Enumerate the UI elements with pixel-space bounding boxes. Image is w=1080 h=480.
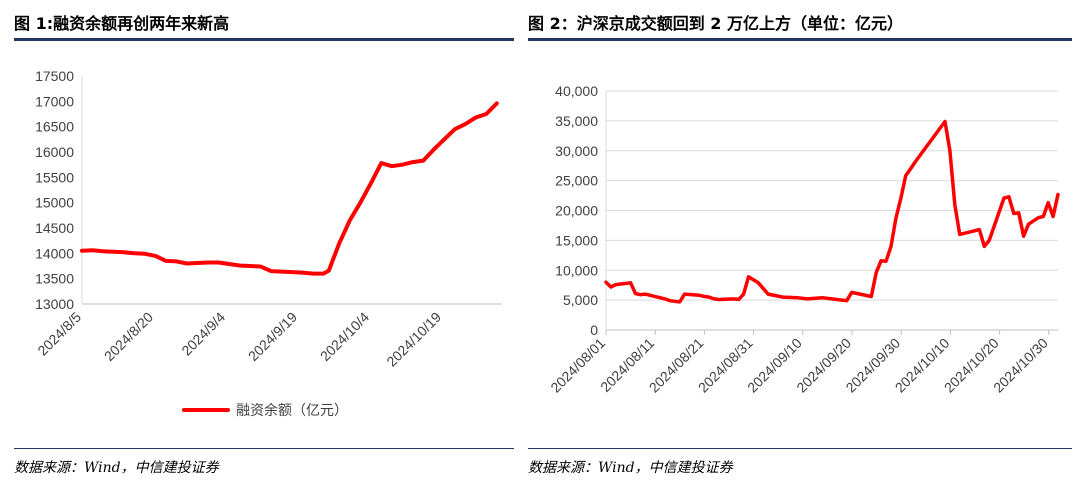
right-panel: 图 2：沪深京成交额回到 2 万亿上方（单位：亿元） 0 5,000 10,000 1…: [528, 0, 1080, 480]
right-chart-y-tick-label: 0: [590, 322, 598, 338]
right-chart: 0 5,000 10,000 15,000 20,000 25,000 30,000 35,0…: [547, 83, 1060, 396]
left-chart-y-tick-label: 13000: [35, 296, 74, 312]
left-chart-y-tick-label: 17000: [35, 93, 74, 109]
left-chart-legend-label: 融资余额（亿元）: [236, 402, 348, 418]
right-title-rule: [528, 38, 1072, 41]
right-source-note: 数据来源：Wind，中信建投证券: [528, 460, 733, 476]
right-chart-y-tick-label: 15,000: [555, 232, 598, 248]
left-chart-x-tick-label: 2024/10/4: [317, 309, 373, 365]
right-chart-y-tick-label: 40,000: [555, 83, 598, 99]
right-chart-y-tick-label: 30,000: [555, 143, 598, 159]
left-chart-x-tick-label: 2024/9/4: [178, 309, 228, 359]
left-chart-y-tick-label: 14000: [35, 245, 74, 261]
left-chart-title: 图 1:融资余额再创两年来新高: [14, 14, 230, 33]
left-chart-x-tick-label: 2024/10/19: [383, 309, 444, 370]
right-source-rule: [528, 448, 1072, 449]
right-chart-y-tick-label: 5,000: [563, 292, 598, 308]
left-chart: 13000 13500 14000 14500 15000 15500 16000 16500…: [34, 68, 502, 418]
left-chart-x-tick-label: 2024/8/20: [101, 309, 157, 365]
right-chart-y-tick-label: 35,000: [555, 113, 598, 129]
left-chart-y-tick-label: 16000: [35, 144, 74, 160]
left-chart-y-tick-label: 15500: [35, 169, 74, 185]
left-chart-x-tick-label: 2024/9/19: [245, 309, 301, 365]
right-chart-y-tick-label: 20,000: [555, 203, 598, 219]
left-source-note: 数据来源：Wind，中信建投证券: [14, 460, 219, 476]
left-title-rule: [14, 38, 514, 41]
right-chart-y-tick-label: 25,000: [555, 173, 598, 189]
left-chart-y-tick-label: 16500: [35, 119, 74, 135]
left-chart-y-tick-label: 14500: [35, 220, 74, 236]
right-chart-title: 图 2：沪深京成交额回到 2 万亿上方（单位：亿元）: [528, 14, 903, 33]
left-chart-y-tick-label: 13500: [35, 271, 74, 287]
left-panel: 图 1:融资余额再创两年来新高 13000 13500 14000 14500 1500…: [0, 0, 528, 480]
left-chart-x-tick-label: 2024/8/5: [34, 309, 84, 359]
left-source-rule: [14, 448, 514, 449]
left-chart-y-tick-label: 17500: [35, 68, 74, 84]
right-chart-series-line: [604, 119, 1060, 304]
left-chart-series-line: [80, 101, 499, 276]
right-chart-y-tick-label: 10,000: [555, 262, 598, 278]
left-chart-y-tick-label: 15000: [35, 195, 74, 211]
